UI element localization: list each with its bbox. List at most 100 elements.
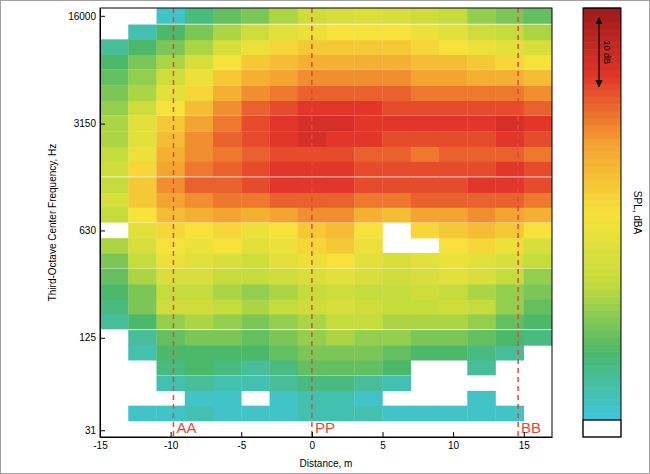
heat-cell	[213, 100, 242, 116]
figure-frame	[1, 1, 650, 474]
heat-cell	[157, 330, 186, 346]
heat-cell	[157, 100, 186, 116]
heat-cell	[128, 70, 157, 86]
heat-cell	[467, 116, 496, 132]
heat-cell	[128, 223, 157, 239]
heat-cell	[439, 314, 468, 330]
heat-cell	[411, 406, 440, 422]
heat-cell	[157, 207, 186, 223]
heat-cell	[354, 207, 383, 223]
colorbar-swatch	[583, 221, 621, 228]
colorbar-swatch	[583, 283, 621, 290]
heat-cell	[157, 284, 186, 300]
heat-cell	[467, 284, 496, 300]
colorbar-swatch	[583, 344, 621, 351]
heat-cell	[326, 177, 355, 193]
x-tick-mark	[453, 432, 454, 437]
x-tick: -5	[237, 432, 246, 451]
heat-cell	[241, 253, 270, 269]
heat-cell	[241, 299, 270, 315]
colorbar-swatch	[583, 365, 621, 372]
heat-cell	[383, 284, 412, 300]
colorbar-swatch	[583, 63, 621, 70]
heat-cell	[128, 54, 157, 70]
colorbar-swatch	[583, 303, 621, 310]
heat-cell	[467, 391, 496, 407]
heat-cell	[383, 192, 412, 208]
heat-cell	[439, 299, 468, 315]
heat-cell	[270, 85, 299, 101]
heat-cell	[354, 376, 383, 392]
heat-cell	[241, 207, 270, 223]
colorbar-range-bottom	[583, 420, 621, 421]
heat-cell	[100, 269, 129, 285]
heat-cell	[157, 146, 186, 162]
heat-cell	[157, 253, 186, 269]
heat-cell	[354, 269, 383, 285]
heat-cell	[383, 269, 412, 285]
heat-cell	[270, 100, 299, 116]
heat-cell	[354, 299, 383, 315]
annotation-line	[517, 8, 519, 437]
heat-cell	[411, 70, 440, 86]
heat-cell	[128, 192, 157, 208]
heat-cell	[241, 192, 270, 208]
heat-cell	[185, 345, 214, 361]
heat-cell	[439, 161, 468, 177]
colorbar-swatch	[583, 166, 621, 173]
heat-cell	[439, 238, 468, 254]
heat-cell	[496, 238, 525, 254]
heat-cell	[354, 391, 383, 407]
heat-cell	[326, 314, 355, 330]
heat-cell	[439, 25, 468, 41]
heat-cell	[383, 330, 412, 346]
heat-cell	[241, 100, 270, 116]
y-tick-label: 125	[79, 332, 96, 343]
heat-cell	[157, 177, 186, 193]
colorbar-swatch	[583, 317, 621, 324]
heat-cell	[100, 146, 129, 162]
x-axis-title: Distance, m	[300, 458, 353, 469]
heat-cell	[326, 345, 355, 361]
heat-cell	[439, 70, 468, 86]
heat-cell	[383, 406, 412, 422]
heat-cell	[326, 360, 355, 376]
heat-cell	[439, 85, 468, 101]
heat-cell	[241, 360, 270, 376]
colorbar-swatch	[583, 241, 621, 248]
heat-cell	[270, 70, 299, 86]
heat-cell	[270, 299, 299, 315]
heat-cell	[241, 70, 270, 86]
colorbar-swatch	[583, 159, 621, 166]
heat-cell	[411, 253, 440, 269]
heat-cell	[213, 238, 242, 254]
heat-cell	[439, 8, 468, 24]
heat-cell	[383, 161, 412, 177]
heat-cell	[496, 284, 525, 300]
y-axis: 31125630315016000	[68, 9, 105, 438]
colorbar-swatch	[583, 214, 621, 221]
scale-bar	[598, 18, 599, 87]
colorbar-swatch	[583, 84, 621, 91]
heat-cell	[213, 299, 242, 315]
heat-cell	[326, 70, 355, 86]
heat-cell	[524, 85, 552, 101]
heat-cell	[326, 269, 355, 285]
heat-cell	[270, 391, 299, 407]
heat-cell	[213, 131, 242, 147]
heat-cell	[354, 360, 383, 376]
heat-cell	[354, 54, 383, 70]
heat-cell	[524, 284, 552, 300]
heat-cell	[411, 314, 440, 330]
heat-cell	[270, 223, 299, 239]
plot-frame	[100, 8, 552, 437]
heat-cell	[241, 131, 270, 147]
heat-cell	[496, 100, 525, 116]
heat-cell	[128, 345, 157, 361]
heat-cell	[270, 253, 299, 269]
heat-cell	[354, 100, 383, 116]
heat-cell	[524, 161, 552, 177]
heat-cell	[157, 299, 186, 315]
colorbar-swatch	[583, 351, 621, 358]
heat-cell	[383, 70, 412, 86]
